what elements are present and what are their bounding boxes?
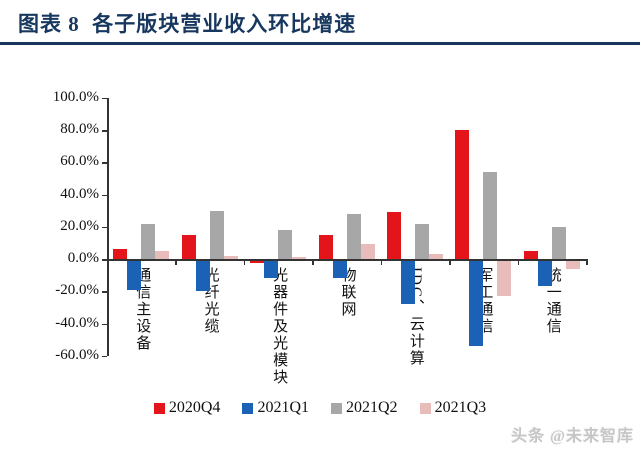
legend-swatch xyxy=(331,402,342,414)
y-axis-tick xyxy=(102,355,107,358)
y-axis-tick-label: 80.0% xyxy=(60,121,99,137)
y-axis-tick-label: 40.0% xyxy=(60,185,99,202)
legend-label: 2021Q2 xyxy=(346,399,398,416)
y-axis-tick xyxy=(102,97,107,100)
y-axis-tick xyxy=(102,130,107,132)
legend: 2020Q4 2021Q1 2021Q2 2021Q3 xyxy=(0,400,640,416)
bar xyxy=(469,259,484,347)
title-rule xyxy=(0,42,640,45)
y-axis-tick-label: 0.0% xyxy=(67,250,99,266)
legend-label: 2021Q3 xyxy=(434,399,487,416)
bar xyxy=(332,259,347,279)
bar xyxy=(264,259,279,279)
y-axis-tick-label: -20.0% xyxy=(55,282,99,299)
chart-title: 图表 8 各子版块营业收入环比增速 xyxy=(18,12,357,36)
legend-item: 2021Q1 xyxy=(242,400,309,416)
y-axis-line xyxy=(107,98,109,356)
x-axis-tick xyxy=(449,259,451,265)
y-axis-tick-label: -40.0% xyxy=(55,314,99,331)
y-axis-tick-label: -60.0% xyxy=(55,346,99,363)
x-axis-tick xyxy=(586,259,588,265)
bar xyxy=(386,212,401,259)
x-axis-tick xyxy=(175,259,177,265)
y-axis-tick-label: 60.0% xyxy=(60,153,99,170)
legend-swatch xyxy=(419,402,431,414)
bar xyxy=(209,210,224,259)
bar xyxy=(250,259,265,264)
x-axis-category-label: 光器件及光模块 xyxy=(271,267,288,386)
bar xyxy=(551,226,566,259)
y-axis-tick xyxy=(102,194,107,196)
x-axis-tick xyxy=(517,259,520,265)
x-axis-tick xyxy=(312,259,314,265)
legend-swatch xyxy=(153,402,165,414)
bar xyxy=(278,229,293,259)
bar xyxy=(155,250,170,259)
y-axis-tick xyxy=(102,259,107,261)
legend-label: 2021Q1 xyxy=(257,399,309,416)
bar xyxy=(292,257,307,259)
y-axis-tick xyxy=(102,323,107,325)
bar xyxy=(195,259,210,292)
legend-item: 2020Q4 xyxy=(153,399,221,416)
bar xyxy=(346,213,361,259)
bar xyxy=(360,244,375,259)
bar xyxy=(318,234,333,259)
legend-item: 2021Q3 xyxy=(419,399,487,416)
bar xyxy=(141,223,156,259)
bar xyxy=(523,250,538,259)
bar xyxy=(497,259,512,297)
legend-label: 2020Q4 xyxy=(168,399,221,416)
bar xyxy=(181,234,196,259)
watermark: 头条 @未来智库 xyxy=(511,428,634,445)
legend-swatch xyxy=(242,402,254,414)
x-axis-category-label: 物联网 xyxy=(339,267,356,318)
x-axis-tick xyxy=(107,259,109,265)
x-axis-tick xyxy=(380,259,383,265)
x-axis-tick xyxy=(243,259,246,265)
y-axis-tick xyxy=(102,291,107,293)
bar xyxy=(414,223,429,259)
bar xyxy=(483,171,498,259)
bar xyxy=(400,259,415,305)
bar xyxy=(113,249,128,259)
y-axis-tick-label: 20.0% xyxy=(60,217,99,234)
y-axis-tick xyxy=(102,226,107,229)
bar xyxy=(223,255,238,259)
y-axis-tick xyxy=(102,162,107,164)
bar xyxy=(428,254,443,259)
bar xyxy=(455,130,470,259)
bar xyxy=(127,259,142,290)
bar xyxy=(537,259,552,287)
legend-item: 2021Q2 xyxy=(331,400,398,416)
x-axis-line xyxy=(107,259,586,261)
y-axis-tick-label: 100.0% xyxy=(52,88,99,105)
bar xyxy=(565,259,580,269)
